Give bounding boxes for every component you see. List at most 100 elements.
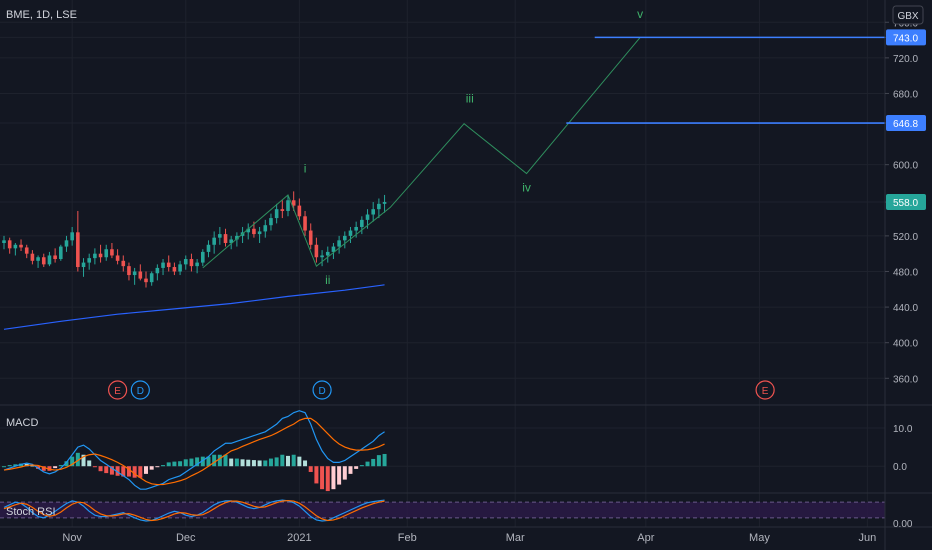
event-marker-label: E [762, 386, 769, 397]
candle-body [331, 246, 336, 252]
macd-histogram-bar [382, 453, 387, 467]
candle-body [377, 203, 381, 210]
candle-body [325, 251, 330, 256]
macd-histogram-bar [217, 454, 222, 467]
y-tick-label: 480.0 [893, 267, 918, 278]
macd-histogram-bar [98, 466, 103, 472]
macd-histogram-bar [371, 458, 376, 467]
candle-body [314, 244, 319, 258]
candle-body [382, 202, 387, 204]
macd-histogram-bar [47, 466, 52, 471]
candle-body [343, 235, 347, 241]
candle-body [354, 226, 358, 231]
macd-histogram-bar [166, 462, 171, 467]
macd-histogram-bar [359, 465, 364, 467]
wave-label: iii [466, 91, 474, 105]
candle-body [64, 240, 69, 247]
y-tick-label: 360.0 [893, 374, 918, 385]
candle-body [223, 234, 228, 243]
macd-histogram-bar [13, 464, 18, 467]
macd-histogram-bar [251, 460, 256, 467]
candle-body [269, 218, 273, 226]
macd-histogram-bar [308, 466, 313, 472]
candle-body [127, 266, 131, 276]
candle-body [166, 262, 171, 268]
macd-histogram-bar [104, 466, 109, 474]
macd-histogram-bar [320, 466, 325, 490]
macd-histogram-bar [280, 454, 285, 467]
macd-histogram-bar [172, 461, 177, 467]
candle-body [263, 225, 268, 232]
macd-histogram-bar [183, 459, 188, 467]
horizontal-lines [566, 36, 885, 124]
wave-label: v [637, 7, 643, 21]
macd-histogram-bar [263, 460, 268, 467]
candle-body [36, 257, 40, 261]
candle-body [24, 247, 29, 254]
candle-body [183, 259, 188, 265]
macd-histogram-bar [30, 465, 35, 467]
y-tick-label: 440.0 [893, 303, 918, 314]
candle-body [110, 249, 114, 256]
macd-histogram-bar [41, 466, 46, 471]
moving-average [3, 284, 385, 330]
candle-body [320, 255, 324, 258]
candle-body [13, 244, 18, 249]
x-tick-label: Apr [637, 532, 654, 544]
macd-histogram-bar [286, 455, 290, 467]
wave-label: i [304, 162, 307, 176]
y-tick-label: 400.0 [893, 339, 918, 350]
currency-badge[interactable]: GBX [892, 5, 924, 25]
candle-body [206, 244, 211, 252]
candle-body [337, 240, 341, 247]
event-marker [130, 380, 150, 400]
candle-body [138, 271, 143, 279]
macd-histogram-bar [297, 456, 302, 467]
macd-histogram-bar [138, 466, 143, 478]
candle-body [218, 234, 222, 238]
macd-histogram-bar [223, 454, 228, 467]
candle-body [274, 209, 279, 219]
candle-body [70, 232, 74, 241]
wave-label: iv [522, 180, 531, 194]
moving-average-line [3, 284, 385, 330]
event-marker [107, 380, 128, 400]
macd-histogram-bar [132, 466, 137, 478]
macd-histogram-bar [92, 466, 97, 468]
macd-histogram-bar [365, 461, 370, 467]
candle-body [47, 255, 52, 265]
macd-title: MACD [6, 417, 38, 429]
macd-histogram-bar [354, 466, 359, 469]
candle-body [172, 267, 177, 272]
candle-body [30, 253, 35, 261]
candle-body [348, 230, 353, 236]
price-tag [886, 29, 926, 46]
macd-histogram-bar [87, 460, 92, 467]
y-tick-label: 720.0 [893, 54, 918, 65]
macd-histogram-bar [200, 456, 205, 467]
macd-histogram-bar [115, 466, 120, 476]
macd-histogram-bar [64, 461, 69, 467]
candle-body [229, 239, 233, 243]
candle-body [212, 237, 216, 245]
stoch-y-tick-label: 0.00 [893, 519, 913, 530]
macd-histogram-bar [268, 458, 273, 467]
candle-body [98, 253, 103, 258]
candle-body [19, 244, 23, 248]
macd-histogram-bar [246, 459, 251, 467]
candle-body [144, 278, 148, 283]
candle-body [252, 228, 256, 235]
candle-body [93, 253, 97, 259]
candle-body [201, 251, 205, 263]
x-tick-label: 2021 [287, 532, 311, 544]
macd-histogram-bar [240, 459, 245, 467]
event-marker-label: E [114, 386, 121, 397]
price-tag [886, 194, 926, 211]
macd-y-tick-label: 10.0 [893, 424, 913, 435]
currency-label: GBX [897, 11, 918, 22]
